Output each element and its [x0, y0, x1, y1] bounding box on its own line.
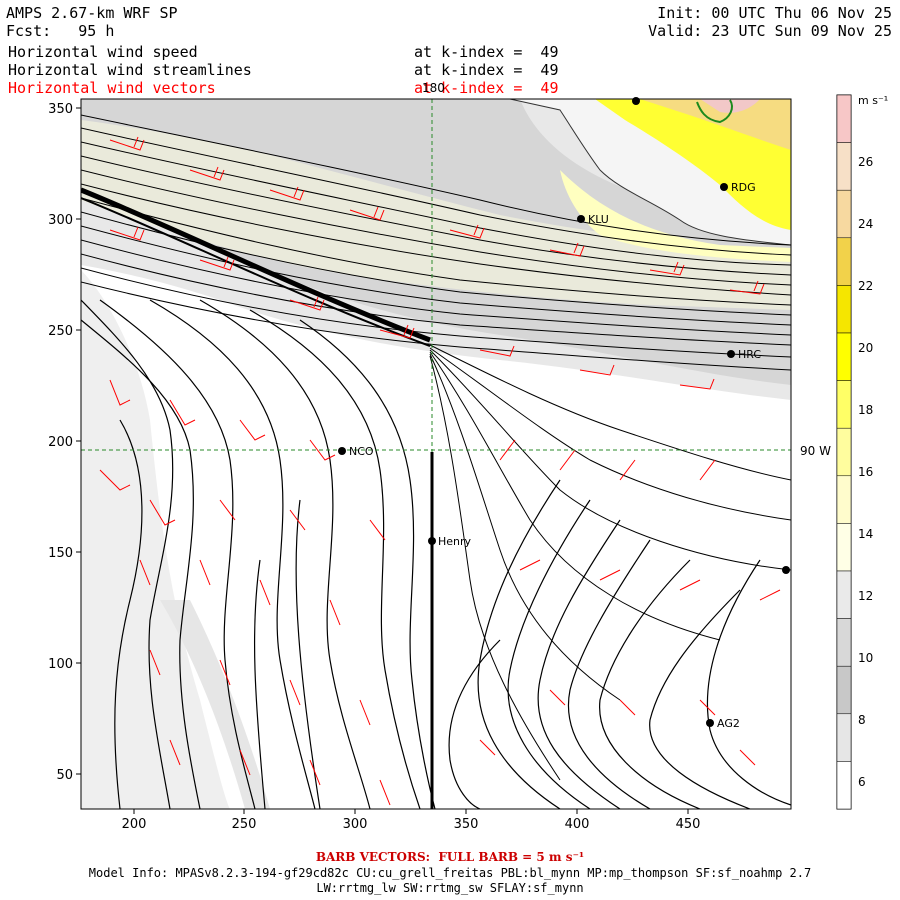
colorbar-unit: m s⁻¹ — [858, 94, 888, 107]
meridian-label: 180 — [422, 81, 445, 95]
colorbar-label: 20 — [858, 341, 873, 355]
x-tick-label: 350 — [454, 817, 479, 830]
station-marker — [706, 719, 714, 727]
colorbar-label: 10 — [858, 651, 873, 665]
station-marker — [727, 350, 735, 358]
colorbar-label: 12 — [858, 589, 873, 603]
station-marker-unlabeled — [782, 566, 790, 574]
jet-core — [81, 187, 431, 343]
speed-shading-yellowish — [81, 120, 791, 310]
colorbar-swatch — [836, 189, 852, 239]
orange-high-wind-area — [640, 99, 791, 150]
barb-legend: BARB VECTORS: FULL BARB = 5 m s⁻¹ — [315, 850, 585, 864]
colorbar-label: 16 — [858, 465, 873, 479]
speed-shading-left-gray — [81, 270, 230, 809]
streamlines-diverging — [429, 344, 791, 781]
field-level-vectors: at k-index = 49 — [414, 79, 559, 97]
field-level-streamlines: at k-index = 49 — [414, 61, 559, 79]
y-tick-label: 50 — [56, 768, 73, 783]
colorbar-swatch — [836, 523, 852, 572]
wind-map: 200 250 300 350 400 450 50 100 150 200 2… — [48, 81, 888, 830]
station-marker-unlabeled — [632, 97, 640, 105]
station-marker — [338, 447, 346, 455]
y-tick-label: 300 — [48, 213, 73, 228]
streamlines-upper — [81, 114, 791, 371]
colorbar-swatch — [836, 380, 852, 429]
colorbar-swatches — [836, 94, 852, 810]
model-info: Model Info: MPASv8.2.3-194-gf29cd82c CU:… — [88, 866, 812, 880]
colorbar-swatch — [836, 237, 852, 286]
model-title: AMPS 2.67-km WRF SP — [6, 4, 178, 22]
field-level-wind-speed: at k-index = 49 — [414, 43, 559, 61]
green-contour — [696, 99, 733, 124]
y-tick-label: 150 — [48, 546, 73, 561]
colorbar-swatch — [836, 285, 852, 334]
colorbar-label: 26 — [858, 155, 873, 169]
x-tick-label: 400 — [565, 817, 590, 830]
station-label: RDG — [731, 181, 756, 194]
station-marker — [428, 537, 436, 545]
station-label: AG2 — [717, 717, 740, 730]
valid-time: Valid: 23 UTC Sun 09 Nov 25 — [648, 22, 892, 40]
station-marker — [577, 215, 585, 223]
init-time: Init: 00 UTC Thu 06 Nov 25 — [657, 4, 892, 22]
x-tick-label: 450 — [676, 817, 701, 830]
station-label: Henry — [438, 535, 472, 548]
streamlines-lower-left — [81, 299, 436, 809]
station-marker — [720, 183, 728, 191]
station-label: KLU — [588, 213, 609, 226]
wind-barbs — [99, 136, 781, 806]
x-tick-label: 300 — [343, 817, 368, 830]
colorbar-swatch — [836, 618, 852, 667]
colorbar-label: 18 — [858, 403, 873, 417]
colorbar-swatch — [836, 475, 852, 524]
parallel-label: 90 W — [800, 444, 831, 458]
colorbar: m s⁻¹ 26 24 22 20 18 16 14 12 10 8 6 — [836, 94, 888, 810]
y-tick-label: 350 — [48, 102, 73, 117]
colorbar-swatch — [836, 570, 852, 619]
plot-frame — [80, 98, 792, 810]
x-tick-label: 200 — [122, 817, 147, 830]
colorbar-label: 14 — [858, 527, 873, 541]
station-label: NCO — [349, 445, 374, 458]
colorbar-swatch — [836, 665, 852, 715]
colorbar-swatch — [836, 142, 852, 191]
colorbar-swatch — [836, 94, 852, 143]
y-tick-label: 250 — [48, 324, 73, 339]
map-plot-area — [81, 99, 791, 809]
colorbar-label: 8 — [858, 713, 866, 727]
colorbar-swatch — [836, 761, 852, 810]
field-label-vectors: Horizontal wind vectors — [8, 79, 216, 97]
x-axis: 200 250 300 350 400 450 — [122, 809, 701, 830]
field-label-streamlines: Horizontal wind streamlines — [8, 61, 252, 79]
colorbar-labels: 26 24 22 20 18 16 14 12 10 8 6 — [858, 155, 873, 789]
colorbar-swatch — [836, 332, 852, 381]
y-tick-label: 200 — [48, 435, 73, 450]
colorbar-label: 24 — [858, 217, 873, 231]
pink-high-wind-area — [700, 99, 760, 113]
y-axis: 50 100 150 200 250 300 350 — [48, 102, 81, 783]
y-tick-label: 100 — [48, 657, 73, 672]
colorbar-label: 22 — [858, 279, 873, 293]
x-tick-label: 250 — [232, 817, 257, 830]
stations: RDG KLU HRC NCO Henry AG2 — [338, 97, 790, 730]
field-label-wind-speed: Horizontal wind speed — [8, 43, 198, 61]
physics-info: LW:rrtmg_lw SW:rrtmg_sw SFLAY:sf_mynn — [316, 881, 584, 895]
colorbar-swatch — [836, 427, 852, 477]
colorbar-label: 6 — [858, 775, 866, 789]
streamlines-lower-right — [448, 479, 791, 809]
forecast-hour: Fcst: 95 h — [6, 22, 115, 40]
station-label: HRC — [738, 348, 761, 361]
colorbar-swatch — [836, 713, 852, 762]
